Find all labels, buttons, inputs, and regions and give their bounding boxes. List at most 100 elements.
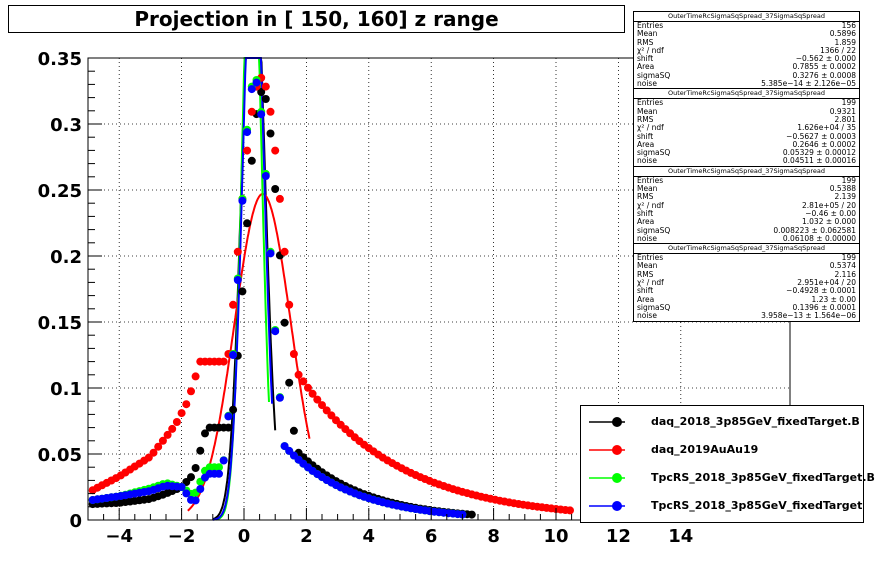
stats-key: sigmaSQ — [637, 302, 671, 312]
data-point — [280, 247, 289, 256]
stats-row: noise 3.958e−13 ± 1.564e−06 — [634, 311, 859, 320]
stats-key: RMS — [637, 192, 654, 202]
data-point — [187, 387, 195, 396]
data-point — [280, 318, 289, 327]
data-point — [304, 383, 312, 392]
legend-marker — [589, 417, 625, 427]
stats-value: 156 — [841, 21, 856, 30]
legend-label: TpcRS_2018_3p85GeV_fixedTarget.B — [651, 471, 875, 484]
x-tick-label: 6 — [425, 526, 438, 547]
data-point — [149, 448, 158, 457]
stats-key: RMS — [637, 269, 654, 279]
data-point — [172, 418, 181, 426]
y-tick-label: 0.35 — [38, 49, 82, 70]
stats-key: Mean — [637, 261, 658, 271]
data-point — [219, 456, 228, 465]
stats-row: sigmaSQ 0.05329 ± 0.00012 — [634, 148, 859, 158]
stats-row: RMS 2.801 — [634, 115, 859, 124]
x-tick-label: 8 — [487, 526, 500, 547]
data-point — [266, 129, 275, 138]
stats-row: sigmaSQ 0.008223 ± 0.062581 — [634, 225, 859, 235]
data-point — [247, 156, 256, 165]
legend-dot — [612, 445, 622, 455]
stats-header: OuterTimeRcSigmaSqSpread_37SigmaSqSpread — [634, 167, 859, 177]
stats-value: 2.139 — [834, 192, 856, 202]
stats-value: 0.5388 — [829, 184, 856, 194]
data-point — [252, 78, 261, 87]
stats-value: 199 — [841, 175, 856, 185]
stats-row: Mean 0.9321 — [634, 106, 859, 116]
y-tick-label: 0.3 — [50, 115, 82, 136]
x-tick-label: 4 — [363, 526, 376, 547]
legend-item: TpcRS_2018_3p85GeV_fixedTarget — [581, 492, 863, 520]
data-point — [285, 378, 294, 387]
stats-key: Area — [637, 217, 655, 227]
stats-row: shift −0.46 ± 0.00 — [634, 209, 859, 218]
x-tick-label: −2 — [168, 526, 196, 547]
stats-key: noise — [637, 233, 657, 243]
legend-label: daq_2018_3p85GeV_fixedTarget.B — [651, 415, 860, 428]
data-point — [187, 473, 195, 482]
stats-key: shift — [637, 54, 654, 64]
stats-row: sigmaSQ 0.3276 ± 0.0008 — [634, 70, 859, 80]
data-point — [294, 370, 303, 379]
y-tick-label: 0.15 — [38, 313, 82, 334]
stats-box: OuterTimeRcSigmaSqSpread_37SigmaSqSpread… — [633, 88, 860, 167]
stats-value: 0.1396 ± 0.0001 — [792, 302, 856, 312]
stats-row: shift −0.4928 ± 0.0001 — [634, 287, 859, 296]
chart-title: Projection in [ 150, 160] z range — [8, 5, 625, 33]
stats-header: OuterTimeRcSigmaSqSpread_37SigmaSqSpread — [634, 89, 859, 100]
data-point — [196, 446, 205, 455]
stats-value: 199 — [841, 253, 856, 263]
data-point — [243, 128, 252, 137]
data-point — [271, 327, 280, 336]
stats-row: Mean 0.5374 — [634, 261, 859, 271]
data-point — [275, 194, 284, 203]
data-point — [247, 85, 256, 94]
stats-key: Mean — [637, 184, 658, 194]
data-point — [229, 405, 238, 414]
data-point — [229, 351, 238, 359]
x-tick-label: 10 — [543, 526, 568, 547]
stats-row: Mean 0.5896 — [634, 29, 859, 39]
stats-key: sigmaSQ — [637, 148, 671, 158]
stats-key: noise — [637, 156, 657, 166]
stats-key: χ² / ndf — [637, 278, 664, 288]
stats-row: Entries 199 — [634, 253, 859, 263]
legend-dot — [612, 473, 622, 483]
stats-row: Area 0.7855 ± 0.0002 — [634, 63, 859, 72]
legend-label: daq_2019AuAu19 — [651, 443, 759, 456]
stats-key: Entries — [637, 21, 664, 30]
stats-key: Entries — [637, 98, 664, 108]
stats-value: 0.5896 — [829, 29, 856, 39]
stats-key: Entries — [637, 175, 664, 185]
y-tick-label: 0.25 — [38, 181, 82, 202]
stats-value: 2.951e+04 / 20 — [797, 278, 856, 288]
y-tick-label: 0.05 — [38, 445, 82, 466]
stats-value: 0.3276 ± 0.0008 — [792, 70, 856, 80]
data-point — [566, 506, 574, 515]
stats-value: 0.9321 — [829, 106, 856, 116]
stats-row: χ² / ndf 1.626e+04 / 35 — [634, 123, 859, 133]
stats-key: χ² / ndf — [637, 123, 664, 133]
data-point — [168, 424, 177, 433]
stats-key: Entries — [637, 253, 664, 263]
series-points — [88, 73, 574, 515]
y-tick-label: 0.2 — [50, 247, 82, 268]
stats-row: χ² / ndf 1366 / 22 — [634, 45, 859, 55]
stats-row: Mean 0.5388 — [634, 184, 859, 194]
stats-key: sigmaSQ — [637, 225, 671, 235]
legend-item: daq_2018_3p85GeV_fixedTarget.B — [581, 408, 863, 436]
stats-value: 0.04511 ± 0.00016 — [782, 156, 856, 166]
stats-row: RMS 2.116 — [634, 269, 859, 279]
data-point — [299, 377, 308, 386]
stats-value: 0.05329 ± 0.00012 — [782, 148, 856, 158]
stats-value: 1.859 — [834, 37, 856, 47]
data-point — [233, 247, 242, 256]
data-point — [467, 510, 476, 519]
stats-row: Area 1.032 ± 0.000 — [634, 217, 859, 227]
stats-value: 1366 / 22 — [820, 45, 856, 55]
legend-dot — [612, 501, 622, 511]
legend-item: daq_2019AuAu19 — [581, 436, 863, 464]
data-point — [233, 276, 242, 284]
